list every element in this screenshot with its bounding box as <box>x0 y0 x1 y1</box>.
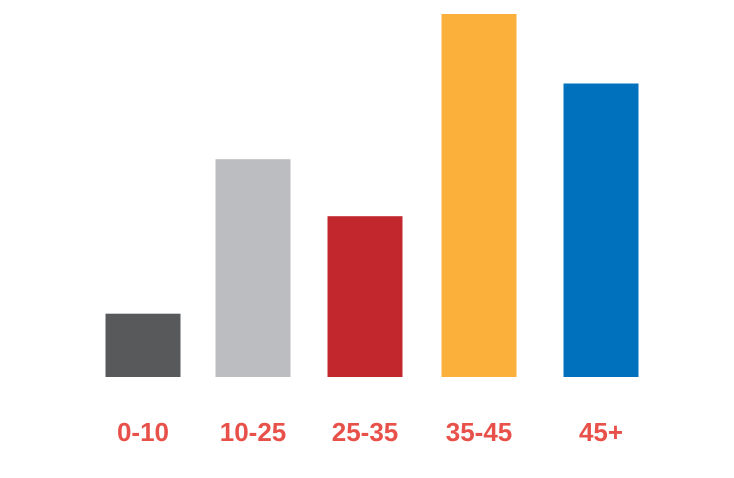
bar-0-10 <box>105 313 181 377</box>
category-label-35-45: 35-45 <box>446 417 513 447</box>
bars-group <box>105 14 639 377</box>
bar-10-25 <box>215 159 291 377</box>
bar-35-45 <box>441 14 517 377</box>
category-label-45+: 45+ <box>579 417 623 447</box>
bar-45+ <box>563 83 639 377</box>
bar-25-35 <box>327 216 403 377</box>
category-labels: 0-10 10-25 25-35 35-45 45+ <box>117 417 623 447</box>
category-label-25-35: 25-35 <box>332 417 399 447</box>
category-label-10-25: 10-25 <box>220 417 287 447</box>
category-label-0-10: 0-10 <box>117 417 169 447</box>
